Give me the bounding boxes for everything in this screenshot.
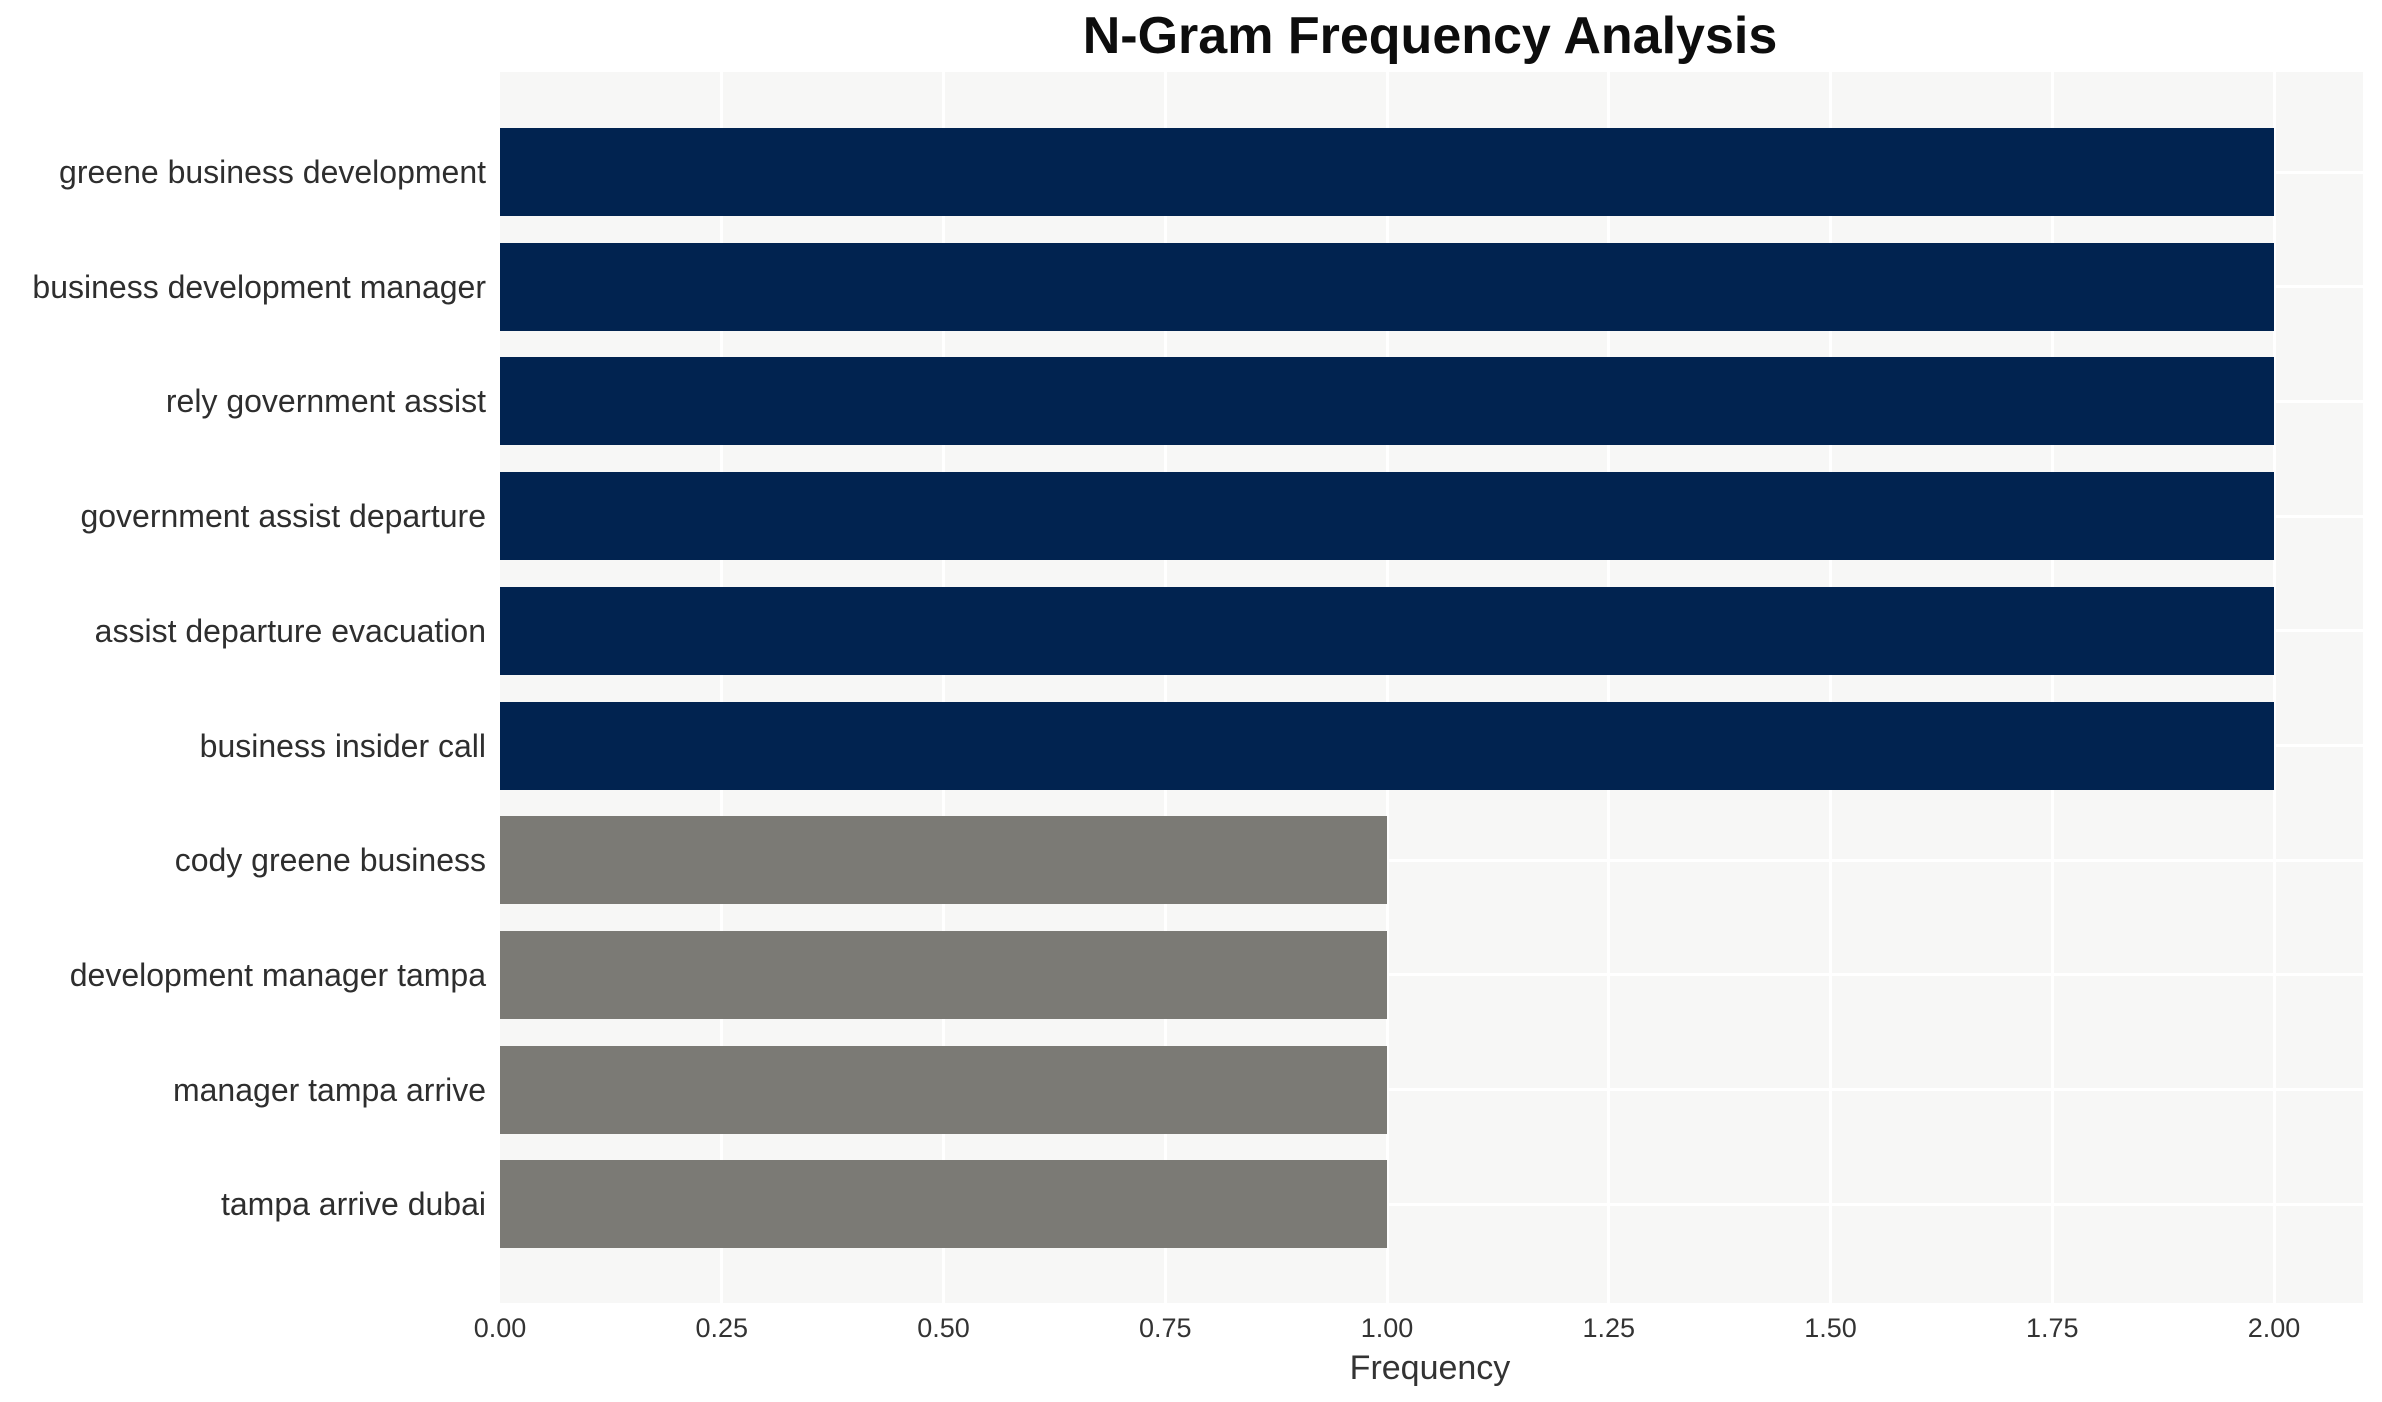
vertical-gridline [942, 72, 945, 1303]
bar [500, 930, 1387, 1019]
bar [500, 701, 2274, 790]
chart-title: N-Gram Frequency Analysis [1082, 7, 1778, 65]
bar [500, 472, 2274, 561]
y-axis-label: greene business development [59, 154, 486, 190]
x-tick-label: 2.00 [2247, 1313, 2301, 1343]
vertical-gridline [2272, 72, 2276, 1303]
plot-area [500, 72, 2363, 1303]
y-axis-label: business development manager [32, 268, 486, 305]
x-tick-label: 0.00 [473, 1313, 527, 1343]
bar [500, 586, 2274, 675]
vertical-gridline [1829, 72, 1832, 1303]
bar [500, 242, 2274, 331]
bar [500, 816, 1387, 905]
horizontal-gridline [500, 973, 2363, 977]
bar [500, 1045, 1387, 1134]
x-tick-label: 0.50 [917, 1313, 970, 1343]
y-axis-label: business insider call [199, 727, 486, 764]
horizontal-gridline [500, 1088, 2363, 1092]
y-axis-label: manager tampa arrive [172, 1071, 486, 1108]
x-tick-label: 1.25 [1582, 1313, 1636, 1343]
y-axis-label: rely government assist [165, 383, 486, 420]
y-axis-label: assist departure evacuation [94, 612, 486, 649]
y-axis-label: government assist departure [80, 498, 486, 535]
y-axis-label: cody greene business [174, 842, 486, 879]
horizontal-gridline [500, 858, 2363, 862]
bar [500, 357, 2274, 446]
horizontal-gridline [500, 1202, 2363, 1206]
x-tick-label: 1.75 [2025, 1313, 2079, 1343]
y-axis-label: tampa arrive dubai [220, 1186, 486, 1223]
bar [500, 1160, 1387, 1249]
x-tick-label: 1.50 [1804, 1313, 1857, 1343]
vertical-gridline [2050, 72, 2054, 1303]
x-axis-title: Frequency [1349, 1349, 1511, 1387]
x-tick-label: 0.75 [1138, 1313, 1192, 1343]
vertical-gridline [1163, 72, 1167, 1303]
bar [500, 128, 2274, 216]
x-tick-label: 0.25 [695, 1313, 749, 1343]
x-tick-label: 1.00 [1360, 1313, 1414, 1343]
vertical-gridline [1607, 72, 1611, 1303]
y-axis-label: development manager tampa [69, 956, 486, 993]
vertical-gridline [720, 72, 724, 1303]
vertical-gridline [1385, 72, 1389, 1303]
